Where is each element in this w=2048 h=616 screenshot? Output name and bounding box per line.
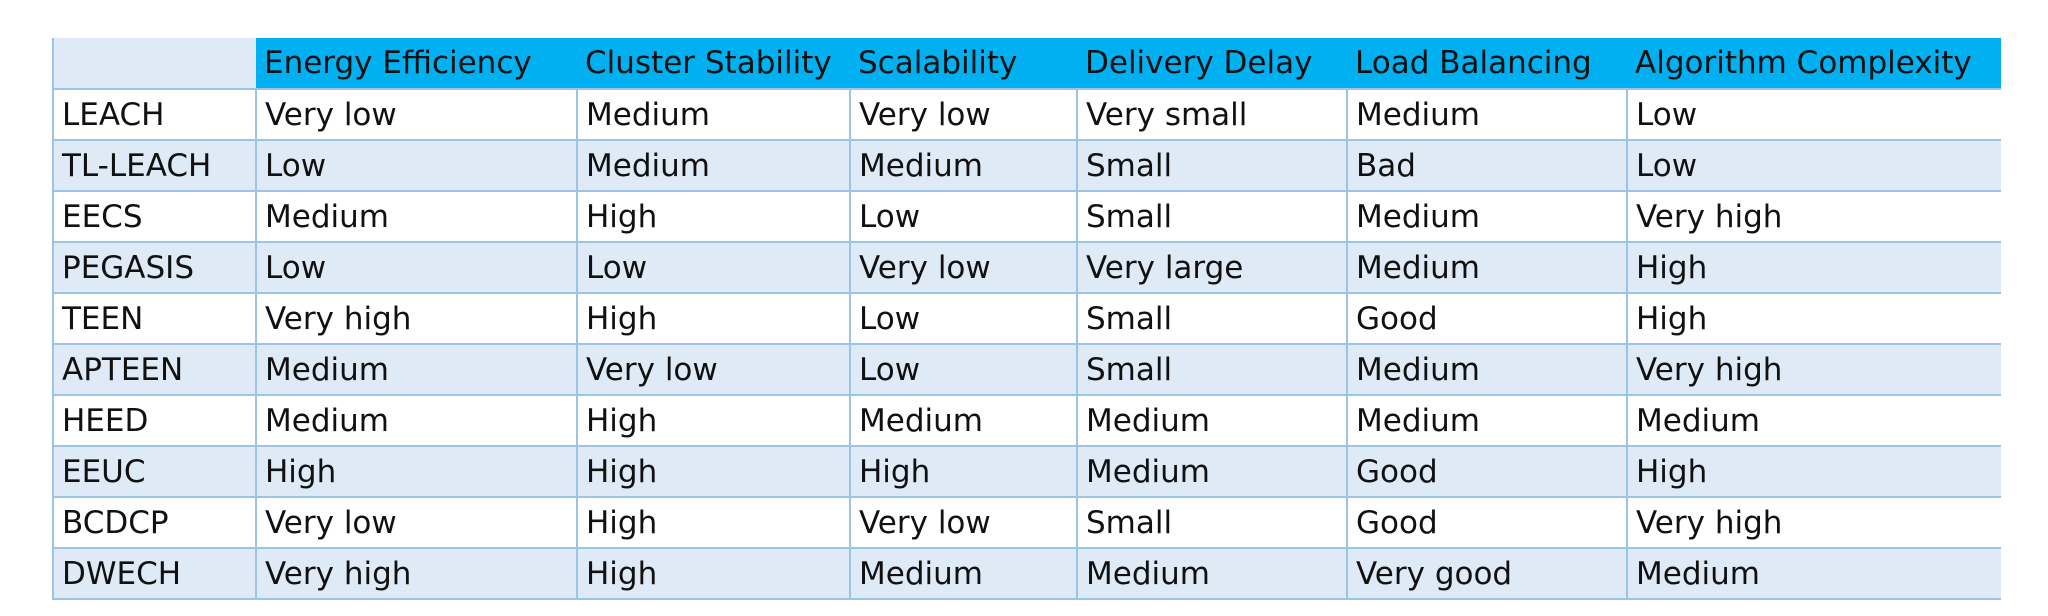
table-cell: Very low bbox=[256, 497, 578, 549]
table-cell: Medium bbox=[256, 191, 578, 243]
table-cell: Medium bbox=[1347, 395, 1628, 447]
table-row: BCDCP Very low High Very low Small Good … bbox=[52, 497, 2001, 549]
header-corner-cell bbox=[52, 38, 256, 90]
header-energy-efficiency: Energy Efficiency bbox=[256, 38, 577, 90]
table-row: LEACH Very low Medium Very low Very smal… bbox=[52, 89, 2001, 141]
table-cell: Very low bbox=[256, 89, 578, 141]
table-cell: Medium bbox=[577, 89, 851, 141]
row-protocol-name: EEUC bbox=[52, 446, 257, 498]
header-cluster-stability: Cluster Stability bbox=[577, 38, 850, 90]
table-body: LEACH Very low Medium Very low Very smal… bbox=[52, 89, 2001, 600]
table-cell: High bbox=[577, 293, 851, 345]
table-cell: High bbox=[577, 446, 851, 498]
table-cell: Very high bbox=[1627, 191, 2001, 243]
table-row: APTEEN Medium Very low Low Small Medium … bbox=[52, 344, 2001, 396]
table-cell: Low bbox=[850, 293, 1078, 345]
table-cell: Medium bbox=[1347, 344, 1628, 396]
table-cell: Very low bbox=[577, 344, 851, 396]
table-cell: Very large bbox=[1077, 242, 1348, 294]
table-cell: Medium bbox=[850, 548, 1078, 600]
comparison-table: Energy Efficiency Cluster Stability Scal… bbox=[52, 38, 2001, 600]
table-cell: Medium bbox=[1347, 191, 1628, 243]
row-protocol-name: TEEN bbox=[52, 293, 257, 345]
table-cell: High bbox=[577, 191, 851, 243]
table-cell: Medium bbox=[1627, 395, 2001, 447]
row-protocol-name: LEACH bbox=[52, 89, 257, 141]
table-cell: Very low bbox=[850, 89, 1078, 141]
table-cell: Very high bbox=[256, 293, 578, 345]
table-cell: High bbox=[850, 446, 1078, 498]
row-protocol-name: HEED bbox=[52, 395, 257, 447]
table-cell: Very high bbox=[1627, 344, 2001, 396]
table-row: HEED Medium High Medium Medium Medium Me… bbox=[52, 395, 2001, 447]
row-protocol-name: DWECH bbox=[52, 548, 257, 600]
table-cell: Low bbox=[577, 242, 851, 294]
table-cell: Small bbox=[1077, 140, 1348, 192]
row-protocol-name: EECS bbox=[52, 191, 257, 243]
table-header-row: Energy Efficiency Cluster Stability Scal… bbox=[52, 38, 2001, 90]
table-cell: Medium bbox=[1077, 548, 1348, 600]
header-scalability: Scalability bbox=[850, 38, 1077, 90]
table-cell: Very good bbox=[1347, 548, 1628, 600]
table-cell: Medium bbox=[1347, 242, 1628, 294]
row-protocol-name: TL-LEACH bbox=[52, 140, 257, 192]
table-cell: High bbox=[577, 497, 851, 549]
table-cell: High bbox=[577, 395, 851, 447]
table-row: TEEN Very high High Low Small Good High bbox=[52, 293, 2001, 345]
table-cell: Very small bbox=[1077, 89, 1348, 141]
table-row: DWECH Very high High Medium Medium Very … bbox=[52, 548, 2001, 600]
table-cell: High bbox=[1627, 242, 2001, 294]
table-cell: Low bbox=[256, 242, 578, 294]
table-cell: Bad bbox=[1347, 140, 1628, 192]
table-cell: Medium bbox=[850, 395, 1078, 447]
table-cell: Low bbox=[1627, 89, 2001, 141]
row-protocol-name: PEGASIS bbox=[52, 242, 257, 294]
header-load-balancing: Load Balancing bbox=[1347, 38, 1627, 90]
row-protocol-name: BCDCP bbox=[52, 497, 257, 549]
table-row: TL-LEACH Low Medium Medium Small Bad Low bbox=[52, 140, 2001, 192]
header-algorithm-complexity: Algorithm Complexity bbox=[1627, 38, 2001, 90]
table-cell: Small bbox=[1077, 497, 1348, 549]
table-cell: Low bbox=[1627, 140, 2001, 192]
table-cell: High bbox=[256, 446, 578, 498]
table-cell: Small bbox=[1077, 191, 1348, 243]
table-cell: Good bbox=[1347, 293, 1628, 345]
table-row: PEGASIS Low Low Very low Very large Medi… bbox=[52, 242, 2001, 294]
table-cell: Very low bbox=[850, 497, 1078, 549]
table-cell: Medium bbox=[256, 395, 578, 447]
table-cell: Small bbox=[1077, 293, 1348, 345]
table-cell: Medium bbox=[1077, 446, 1348, 498]
table-cell: Medium bbox=[256, 344, 578, 396]
table-row: EEUC High High High Medium Good High bbox=[52, 446, 2001, 498]
table-cell: Very high bbox=[1627, 497, 2001, 549]
table-cell: Medium bbox=[1077, 395, 1348, 447]
table-cell: Low bbox=[850, 191, 1078, 243]
table-cell: Medium bbox=[1347, 89, 1628, 141]
table-cell: Very low bbox=[850, 242, 1078, 294]
header-delivery-delay: Delivery Delay bbox=[1077, 38, 1347, 90]
table-cell: Low bbox=[850, 344, 1078, 396]
comparison-table-container: Energy Efficiency Cluster Stability Scal… bbox=[52, 38, 2001, 600]
table-cell: Medium bbox=[1627, 548, 2001, 600]
table-cell: Medium bbox=[850, 140, 1078, 192]
table-row: EECS Medium High Low Small Medium Very h… bbox=[52, 191, 2001, 243]
table-cell: Good bbox=[1347, 446, 1628, 498]
table-cell: Good bbox=[1347, 497, 1628, 549]
table-cell: Medium bbox=[577, 140, 851, 192]
table-cell: Low bbox=[256, 140, 578, 192]
table-cell: Very high bbox=[256, 548, 578, 600]
table-cell: Small bbox=[1077, 344, 1348, 396]
row-protocol-name: APTEEN bbox=[52, 344, 257, 396]
table-cell: High bbox=[577, 548, 851, 600]
table-cell: High bbox=[1627, 446, 2001, 498]
table-cell: High bbox=[1627, 293, 2001, 345]
